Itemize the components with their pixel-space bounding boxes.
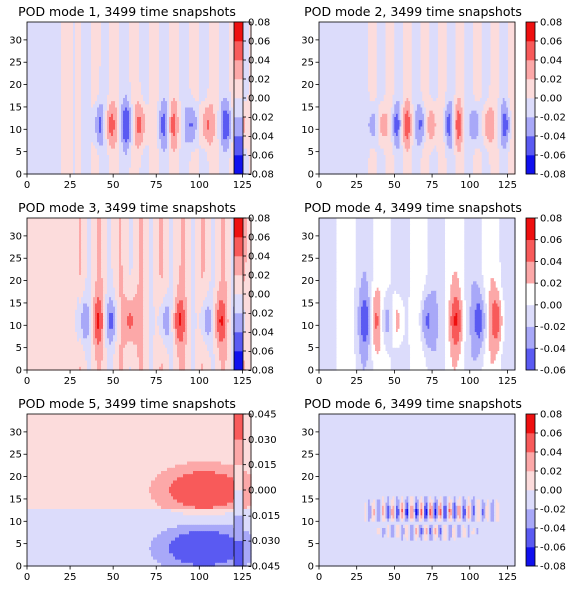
heatmap-field: [27, 22, 252, 175]
panel-title: POD mode 1, 3499 time snapshots: [18, 4, 236, 19]
